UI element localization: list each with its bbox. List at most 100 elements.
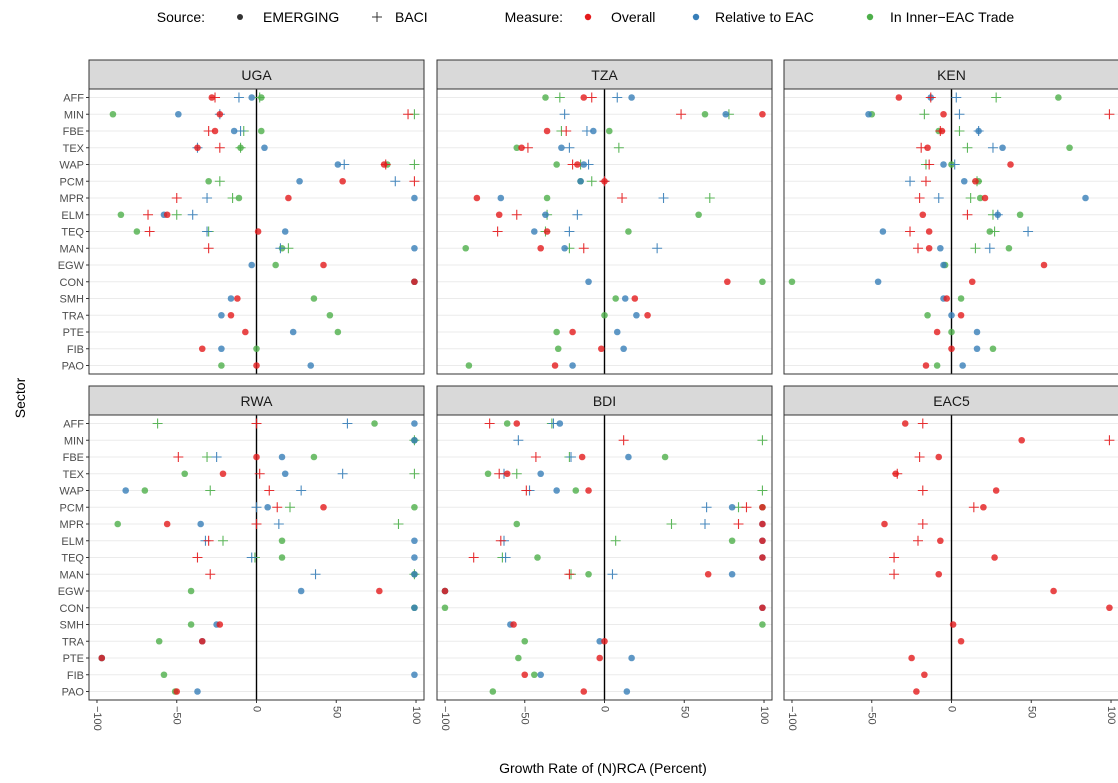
panel-title: RWA	[241, 393, 274, 409]
panel-rwa: RWA AFF MIN FBE TEX WAP PCM MPR ELM TEQ MAN EGW CON S…	[58, 385, 425, 731]
point-emerging	[371, 420, 378, 427]
point-emerging	[623, 688, 631, 695]
point-baci	[984, 243, 995, 254]
point-emerging	[211, 127, 219, 135]
point-baci	[566, 452, 576, 462]
point-baci	[342, 418, 353, 429]
point-baci	[254, 468, 265, 479]
point-emerging	[109, 110, 117, 118]
point-baci	[564, 226, 575, 237]
point-emerging	[701, 110, 709, 118]
y-tick-label: MPR	[60, 193, 85, 205]
point-emerging	[759, 621, 766, 628]
x-tick-label: 100	[758, 706, 770, 724]
point-emerging	[1106, 604, 1113, 612]
y-tick-label: FIB	[67, 344, 84, 356]
point-baci	[1104, 435, 1115, 446]
point-emerging	[122, 487, 129, 494]
y-tick-label: PAO	[62, 361, 85, 373]
point-emerging	[788, 278, 796, 286]
y-tick-label: PTE	[63, 653, 84, 665]
point-emerging	[465, 362, 473, 369]
point-baci	[214, 142, 225, 153]
point-baci	[917, 519, 928, 529]
point-emerging	[248, 94, 256, 101]
point-baci	[987, 142, 998, 153]
panel-strip	[436, 385, 773, 416]
point-emerging	[574, 161, 581, 168]
point-emerging	[216, 621, 224, 628]
point-emerging	[261, 144, 268, 152]
x-tick-label: −100	[91, 706, 103, 731]
point-emerging	[513, 144, 521, 152]
point-emerging	[558, 144, 565, 152]
point-emerging	[569, 362, 576, 369]
point-emerging	[411, 244, 418, 252]
point-emerging	[596, 654, 604, 662]
panel-tza: TZA	[436, 59, 773, 375]
point-emerging	[633, 311, 640, 319]
point-emerging	[117, 211, 125, 219]
point-emerging	[278, 554, 286, 561]
point-emerging	[620, 345, 627, 353]
point-baci	[757, 485, 768, 496]
point-baci	[494, 468, 505, 479]
point-emerging	[625, 453, 632, 461]
point-emerging	[628, 654, 635, 662]
point-baci	[275, 243, 286, 254]
point-emerging	[935, 570, 943, 578]
legend-inner-eac-dot	[866, 13, 874, 21]
point-baci	[701, 502, 712, 513]
point-emerging	[924, 311, 931, 319]
point-baci	[285, 502, 295, 513]
point-emerging	[253, 362, 260, 369]
panel-bdi: BDI −100 −50 0 50 100	[436, 385, 773, 731]
point-emerging	[554, 345, 562, 353]
point-emerging	[339, 177, 346, 185]
point-emerging	[759, 110, 766, 118]
point-baci	[920, 176, 931, 187]
point-emerging	[537, 470, 544, 478]
point-emerging	[513, 420, 521, 427]
point-emerging	[285, 194, 292, 202]
point-emerging	[411, 436, 418, 444]
x-tick-label: −100	[786, 706, 798, 731]
point-emerging	[503, 420, 511, 427]
point-emerging	[1055, 94, 1062, 101]
point-emerging	[981, 194, 989, 202]
point-emerging	[992, 487, 1000, 494]
panel-strip	[88, 59, 425, 90]
point-emerging	[253, 453, 260, 461]
point-baci	[617, 193, 628, 203]
point-emerging	[556, 420, 564, 427]
point-emerging	[957, 637, 965, 645]
point-emerging	[441, 587, 449, 595]
y-tick-label: SMH	[60, 620, 85, 632]
point-emerging	[160, 671, 168, 679]
legend-measure-title: Measure:	[505, 9, 563, 25]
point-emerging	[991, 554, 998, 561]
point-emerging	[510, 621, 517, 628]
point-emerging	[281, 470, 289, 478]
point-baci	[949, 159, 960, 170]
point-emerging	[605, 127, 613, 135]
y-tick-label: EGW	[58, 260, 85, 272]
point-emerging	[411, 604, 418, 612]
panel-title: UGA	[241, 67, 272, 83]
point-baci	[613, 142, 624, 153]
y-tick-label: ELM	[61, 210, 84, 222]
legend-overall-dot	[584, 13, 592, 21]
point-emerging	[253, 345, 260, 353]
point-emerging	[994, 211, 1002, 219]
point-baci	[205, 485, 216, 496]
point-baci	[917, 485, 928, 496]
point-emerging	[543, 194, 551, 202]
point-emerging	[173, 688, 181, 695]
point-baci	[607, 569, 618, 580]
point-emerging	[948, 311, 955, 319]
y-tick-label: TRA	[62, 310, 85, 322]
point-emerging	[219, 470, 227, 478]
point-emerging	[296, 177, 303, 185]
point-emerging	[537, 671, 544, 679]
